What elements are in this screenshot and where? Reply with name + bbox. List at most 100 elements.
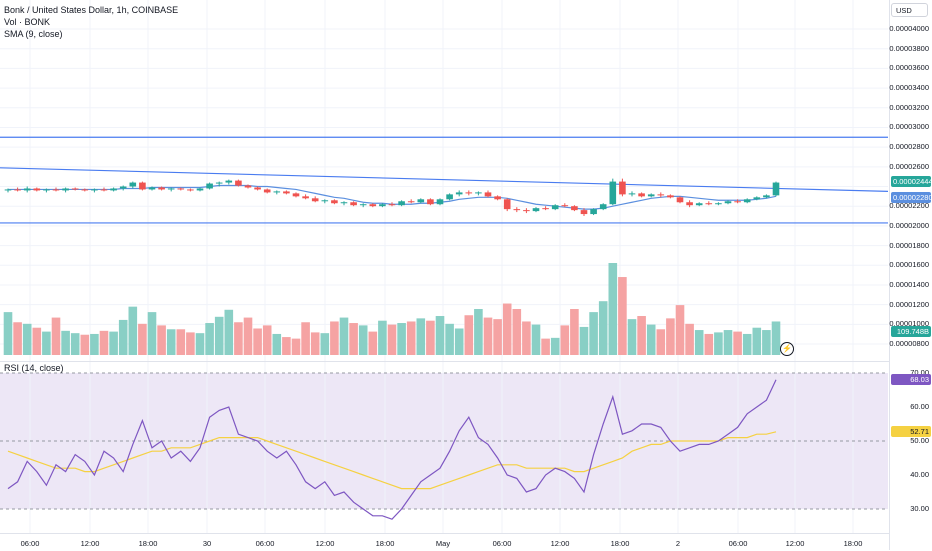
candle — [139, 181, 146, 191]
candle — [619, 178, 626, 197]
candle — [686, 200, 693, 208]
volume-bar — [435, 316, 445, 355]
volume-bar — [627, 319, 637, 355]
volume-bar — [349, 323, 358, 355]
rsi-tick-label: 30.00 — [910, 504, 929, 513]
candle — [119, 185, 127, 191]
volume-bar — [262, 325, 272, 355]
candle — [734, 199, 741, 204]
candle — [215, 181, 223, 187]
volume-bar — [147, 312, 157, 355]
rsi-value-badge: 68.03 — [891, 373, 931, 385]
candle — [177, 187, 185, 191]
volume-bar — [589, 312, 598, 355]
price-tick-label: 0.00003000 — [889, 122, 929, 132]
currency-button[interactable]: USD — [891, 3, 928, 17]
time-tick-label: 12:00 — [550, 539, 570, 548]
chart-area[interactable]: Bonk / United States Dollar, 1h, COINBAS… — [0, 0, 888, 550]
candle — [763, 194, 770, 199]
candle — [561, 203, 569, 208]
legend-main: Bonk / United States Dollar, 1h, COINBAS… — [4, 4, 178, 40]
volume-bar — [339, 317, 349, 355]
volume-bar — [474, 309, 483, 355]
volume-legend[interactable]: Vol · BONK — [4, 17, 51, 27]
volume-bar — [118, 319, 128, 355]
time-tick-label: 2 — [675, 539, 681, 548]
price-axis[interactable]: 0.00004000 0.00003800 0.00003600 0.00003400… — [889, 0, 932, 550]
price-tick-label: 0.00002200 — [889, 201, 929, 211]
candle — [235, 179, 242, 187]
volume-bar — [109, 331, 118, 355]
price-tick-label: 0.00001400 — [889, 279, 929, 289]
candle — [667, 194, 674, 199]
volume-bar — [714, 332, 723, 355]
sma-value-badge: 0.00002280 — [891, 192, 932, 204]
volume-bar — [195, 333, 205, 355]
volume-bar — [186, 332, 195, 355]
rsi-legend[interactable]: RSI (14, close) — [4, 362, 64, 374]
price-pane[interactable] — [0, 0, 888, 362]
trend-line[interactable] — [0, 167, 888, 192]
time-tick-label: May — [435, 539, 451, 548]
candle — [590, 208, 597, 216]
candle — [340, 201, 348, 206]
time-tick-label: 12:00 — [80, 539, 100, 548]
volume-bar — [445, 323, 454, 355]
candle — [52, 187, 60, 192]
candle — [628, 191, 636, 197]
volume-bar — [685, 323, 694, 355]
candle — [100, 187, 108, 192]
candle — [71, 187, 79, 191]
rsi-pane[interactable] — [0, 361, 888, 533]
candle — [455, 190, 463, 197]
volume-bar — [694, 330, 704, 355]
volume-bar — [512, 309, 522, 355]
price-tick-label: 0.00000800 — [889, 339, 929, 348]
time-tick-label: 06:00 — [492, 539, 512, 548]
volume-bar — [224, 309, 234, 355]
candle — [513, 207, 521, 213]
candle — [724, 200, 732, 205]
time-tick-label: 18:00 — [843, 539, 863, 548]
candle — [532, 207, 540, 213]
rsi-line — [7, 379, 777, 520]
candle — [167, 187, 175, 192]
candle — [436, 198, 444, 206]
volume-bar — [656, 329, 666, 355]
lightning-icon[interactable]: ⚡ — [780, 342, 794, 356]
volume-bar — [646, 324, 656, 355]
symbol-title[interactable]: Bonk / United States Dollar, 1h, COINBAS… — [4, 5, 179, 15]
volume-bar — [282, 337, 291, 355]
candle — [705, 201, 713, 206]
candle — [676, 196, 684, 204]
volume-bar — [579, 326, 589, 355]
time-axis[interactable]: 06:00 12:00 18:00 30 06:00 12:00 18:00 May 06:00… — [0, 533, 889, 551]
volume-bar — [214, 316, 224, 355]
sma-legend[interactable]: SMA (9, close) — [4, 29, 63, 39]
volume-bar — [310, 332, 320, 355]
price-tick-label: 0.00001600 — [889, 260, 929, 270]
candle — [321, 199, 329, 204]
pane-divider[interactable] — [0, 361, 932, 362]
volume-bar — [157, 325, 166, 355]
price-tick-label: 0.00001200 — [889, 299, 929, 309]
volume-bar — [570, 309, 579, 355]
volume-bar — [128, 306, 138, 355]
volume-bar — [723, 330, 733, 355]
candle — [254, 186, 261, 191]
last-price-badge: 0.00002444 — [891, 176, 932, 188]
candle — [148, 186, 156, 191]
candle — [475, 191, 482, 196]
volume-bar — [502, 303, 512, 355]
volume-bar — [205, 323, 214, 355]
volume-bar — [618, 277, 627, 355]
price-tick-label: 0.00004000 — [889, 24, 929, 33]
price-tick-label: 0.00001800 — [889, 240, 929, 250]
volume-bar — [762, 330, 771, 355]
volume-bar — [416, 318, 426, 355]
price-tick-label: 0.00002600 — [889, 161, 929, 171]
rsi-ma-line — [7, 431, 777, 490]
candle — [609, 178, 617, 206]
rsi-tick-label: 40.00 — [910, 470, 929, 479]
time-tick-label: 12:00 — [315, 539, 335, 548]
